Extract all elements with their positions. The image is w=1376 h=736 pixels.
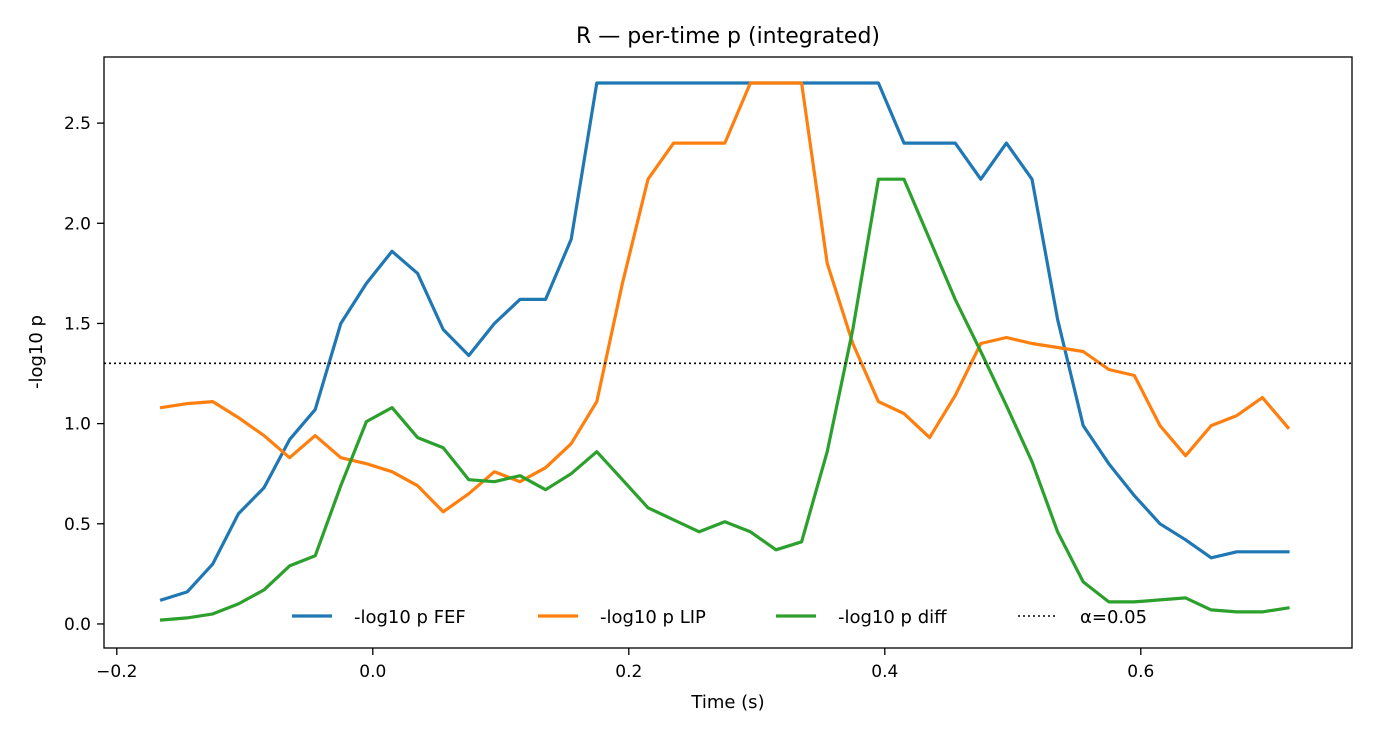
y-axis-label: -log10 p — [26, 315, 47, 389]
plot-lines — [159, 81, 1291, 622]
legend: -log10 p FEF -log10 p LIP -log10 p diff α=0… — [292, 607, 1147, 628]
chart-title: R — per-time p (integrated) — [576, 24, 880, 49]
legend-entry: -log10 p diff — [776, 607, 947, 628]
legend-label: -log10 p diff — [838, 607, 947, 628]
series-line-2 — [159, 81, 1291, 514]
x-axis-label: Time (s) — [690, 692, 764, 713]
y-axis-ticks: 0.0 0.5 1.0 1.5 2.0 2.5 — [64, 114, 104, 635]
series-line-3 — [159, 177, 1290, 622]
y-tick-label: 1.5 — [64, 314, 91, 334]
y-tick-label: 0.0 — [64, 615, 91, 635]
legend-label: -log10 p FEF — [354, 607, 466, 628]
y-tick-label: 1.0 — [64, 415, 91, 435]
y-tick-label: 2.5 — [64, 114, 91, 134]
legend-entry: α=0.05 — [1018, 607, 1147, 628]
legend-entry: -log10 p FEF — [292, 607, 466, 628]
x-tick-label: −0.2 — [96, 662, 137, 682]
y-tick-label: 0.5 — [64, 515, 91, 535]
x-tick-label: 0.2 — [615, 662, 642, 682]
legend-entry: -log10 p LIP — [538, 607, 706, 628]
y-tick-label: 2.0 — [64, 214, 91, 234]
x-axis-ticks: −0.2 0.0 0.2 0.4 0.6 — [96, 648, 1154, 682]
series-line-1 — [159, 81, 1290, 602]
legend-label: α=0.05 — [1080, 607, 1147, 628]
x-tick-label: 0.0 — [359, 662, 386, 682]
x-tick-label: 0.4 — [871, 662, 898, 682]
legend-label: -log10 p LIP — [600, 607, 706, 628]
axes-frame — [103, 56, 1353, 649]
x-tick-label: 0.6 — [1127, 662, 1154, 682]
